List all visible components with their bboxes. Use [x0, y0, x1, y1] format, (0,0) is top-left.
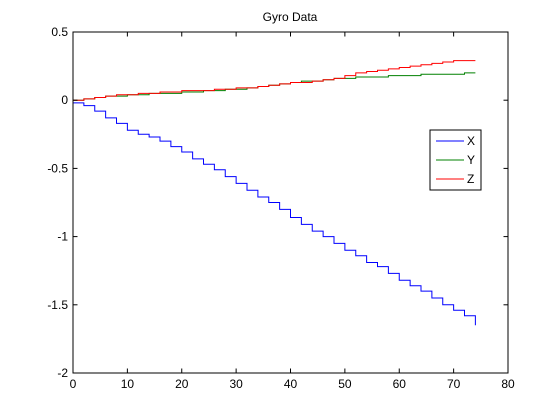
x-tick-label: 50 [338, 377, 352, 391]
x-tick-label: 30 [229, 377, 243, 391]
series-layer [73, 60, 476, 326]
x-tick-label: 80 [501, 377, 515, 391]
y-tick-label: -0.5 [47, 161, 68, 175]
x-tick-label: 20 [175, 377, 189, 391]
x-tick-label: 0 [70, 377, 77, 391]
x-tick-label: 10 [121, 377, 135, 391]
legend-label-z: Z [467, 172, 474, 186]
y-tick-label: 0 [61, 93, 68, 107]
series-line-x [73, 102, 476, 326]
y-tick-label: 0.5 [51, 25, 68, 39]
y-tick-label: -1.5 [47, 298, 68, 312]
legend-label-y: Y [467, 153, 475, 167]
x-tick-label: 60 [393, 377, 407, 391]
series-line-y [73, 72, 476, 101]
y-tick-label: -2 [57, 366, 68, 380]
y-tick-label: -1 [57, 230, 68, 244]
legend-label-x: X [467, 134, 475, 148]
legend: XYZ [429, 129, 482, 191]
x-tick-label: 40 [284, 377, 298, 391]
chart-title: Gyro Data [263, 10, 318, 24]
x-tick-label: 70 [447, 377, 461, 391]
series-line-z [73, 60, 476, 101]
ticks-layer: 0 10 20 30 40 50 60 70 80 -2 -1.5 -1 -0.5 0 0.5 [47, 25, 515, 391]
